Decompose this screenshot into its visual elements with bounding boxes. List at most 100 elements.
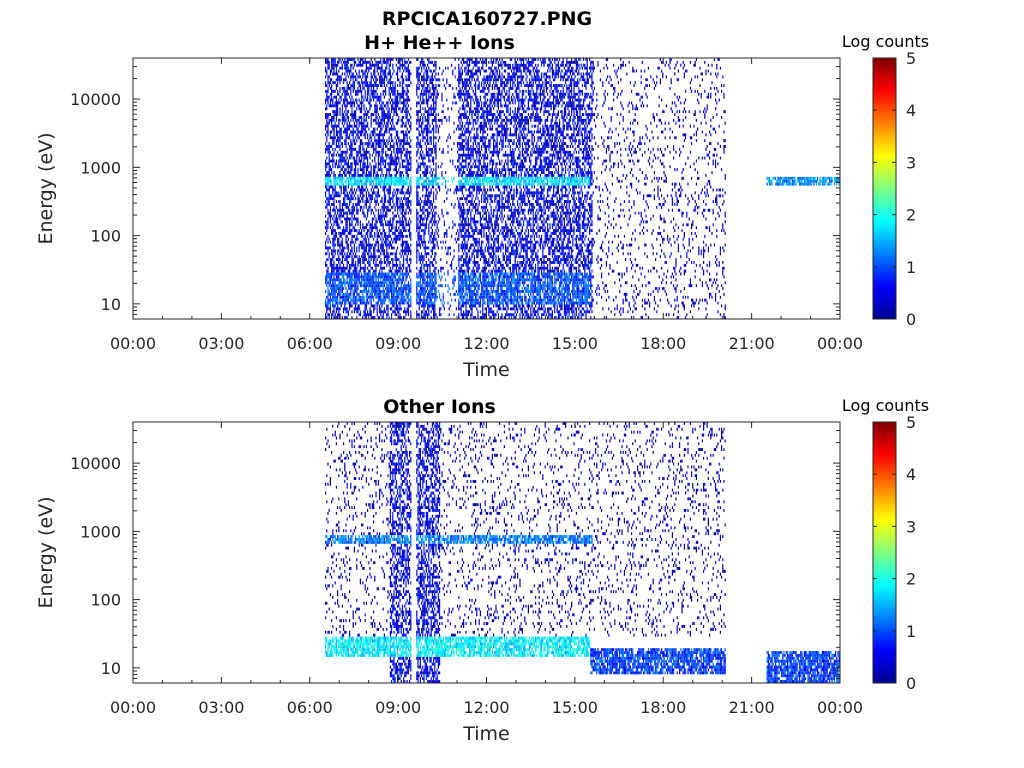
data-cell <box>340 150 342 154</box>
data-cell <box>421 266 423 270</box>
data-cell <box>333 136 335 140</box>
data-cell <box>389 58 391 61</box>
data-cell <box>329 168 331 172</box>
data-cell <box>397 272 399 276</box>
data-cell <box>406 310 408 314</box>
data-cell <box>327 240 329 244</box>
data-cell <box>395 266 397 270</box>
data-cell <box>358 107 360 111</box>
data-cell <box>328 298 330 302</box>
data-cell <box>445 171 447 174</box>
data-cell <box>367 66 369 70</box>
data-cell <box>422 116 424 119</box>
data-cell <box>427 266 429 270</box>
data-cell <box>387 275 389 279</box>
data-cell <box>388 220 390 224</box>
data-cell <box>416 69 418 73</box>
data-cell <box>442 176 444 180</box>
data-cell <box>335 159 337 163</box>
data-cell <box>398 214 400 218</box>
data-cell <box>356 237 358 241</box>
data-cell <box>416 203 418 206</box>
data-cell <box>370 243 372 247</box>
data-cell <box>340 191 342 195</box>
data-cell <box>416 310 418 314</box>
data-cell <box>358 255 360 259</box>
data-cell <box>370 63 372 67</box>
data-cell <box>425 153 427 157</box>
data-cell <box>333 179 335 183</box>
data-cell <box>436 316 438 319</box>
data-cell <box>422 304 424 308</box>
data-cell <box>406 255 408 259</box>
data-cell <box>425 87 427 90</box>
data-cell <box>361 168 363 172</box>
data-cell <box>358 229 360 232</box>
data-cell <box>383 261 385 264</box>
data-cell <box>332 269 334 273</box>
data-cell <box>419 292 421 296</box>
data-cell <box>377 165 379 169</box>
data-cell <box>357 136 359 140</box>
data-cell <box>375 200 377 203</box>
data-cell <box>448 133 450 137</box>
data-cell <box>395 278 397 282</box>
data-cell <box>423 307 425 311</box>
data-cell <box>429 136 431 140</box>
data-cell <box>328 150 330 154</box>
data-cell <box>369 243 371 247</box>
data-cell <box>397 234 399 238</box>
data-cell <box>326 139 328 143</box>
data-cell <box>382 298 384 302</box>
data-cell <box>361 197 363 201</box>
data-cell <box>409 234 411 238</box>
data-cell <box>347 194 349 198</box>
data-cell <box>435 252 437 256</box>
data-cell <box>328 246 330 250</box>
data-cell <box>365 113 367 116</box>
data-cell <box>454 237 456 241</box>
data-cell <box>418 182 420 186</box>
data-cell <box>353 104 355 108</box>
data-cell <box>457 292 459 296</box>
data-cell <box>381 240 383 244</box>
data-cell <box>417 150 419 154</box>
data-cell <box>418 304 420 308</box>
data-cell <box>395 240 397 244</box>
data-cell <box>435 116 437 119</box>
data-cell <box>371 220 373 224</box>
data-cell <box>325 176 327 180</box>
data-cell <box>433 284 435 288</box>
data-cell <box>364 284 366 288</box>
data-cell <box>374 75 376 79</box>
data-cell <box>379 78 381 82</box>
data-cell <box>385 220 387 224</box>
data-cell <box>407 89 409 93</box>
data-cell <box>327 249 329 253</box>
data-cell <box>377 150 379 154</box>
data-cell <box>449 159 451 163</box>
data-cell <box>347 136 349 140</box>
data-cell <box>395 159 397 163</box>
data-cell <box>403 78 405 82</box>
data-cell <box>427 124 429 128</box>
data-cell <box>419 223 421 227</box>
data-cell <box>441 150 443 154</box>
data-cell <box>325 84 327 87</box>
data-cell <box>388 234 390 238</box>
data-cell <box>368 263 370 267</box>
data-cell <box>356 188 358 192</box>
data-cell <box>407 223 409 227</box>
data-cell <box>345 174 347 177</box>
data-cell <box>434 272 436 276</box>
data-cell <box>338 307 340 311</box>
data-cell <box>325 301 327 305</box>
data-cell <box>403 98 405 102</box>
data-cell <box>443 234 445 238</box>
data-cell <box>447 269 449 273</box>
data-cell <box>326 165 328 169</box>
data-cell <box>398 266 400 270</box>
data-cell <box>423 89 425 93</box>
data-cell <box>353 266 355 270</box>
data-cell <box>340 75 342 79</box>
